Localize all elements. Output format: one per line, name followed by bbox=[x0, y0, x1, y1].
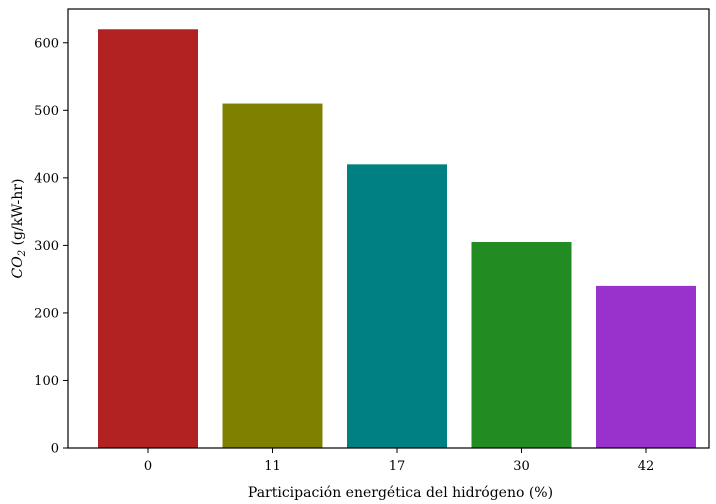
y-tick-label: 100 bbox=[34, 374, 59, 389]
bar-0 bbox=[98, 29, 198, 449]
bar-17 bbox=[347, 164, 447, 449]
y-tick-label: 400 bbox=[34, 171, 59, 186]
y-tick-label: 300 bbox=[34, 239, 59, 254]
y-axis-title-subscript: 2 bbox=[17, 250, 28, 257]
x-axis-title: Participación energética del hidrógeno (… bbox=[248, 485, 553, 501]
bar-30 bbox=[471, 242, 572, 448]
bars-layer bbox=[98, 29, 696, 449]
axes-frame bbox=[67, 8, 710, 449]
y-tick-label: 500 bbox=[34, 104, 59, 119]
x-tick-label: 17 bbox=[389, 459, 406, 474]
y-axis-title-suffix: (g/kW-hr) bbox=[10, 179, 26, 250]
x-tick-label: 42 bbox=[638, 459, 655, 474]
bar-42 bbox=[596, 285, 696, 448]
x-tick-label: 11 bbox=[264, 459, 281, 474]
y-tick-label: 0 bbox=[51, 442, 59, 457]
y-axis-title: CO2 (g/kW-hr) bbox=[10, 179, 28, 279]
y-axis-title-main: CO bbox=[10, 256, 26, 279]
y-tick-label: 600 bbox=[34, 36, 59, 51]
x-tick-label: 0 bbox=[144, 459, 152, 474]
bar-11 bbox=[222, 103, 323, 449]
y-tick-label: 200 bbox=[34, 306, 59, 321]
x-tick-label: 30 bbox=[513, 459, 530, 474]
ticks-layer: 0 11 17 30 42 0 100 200 300 400 500 600 bbox=[34, 36, 654, 474]
